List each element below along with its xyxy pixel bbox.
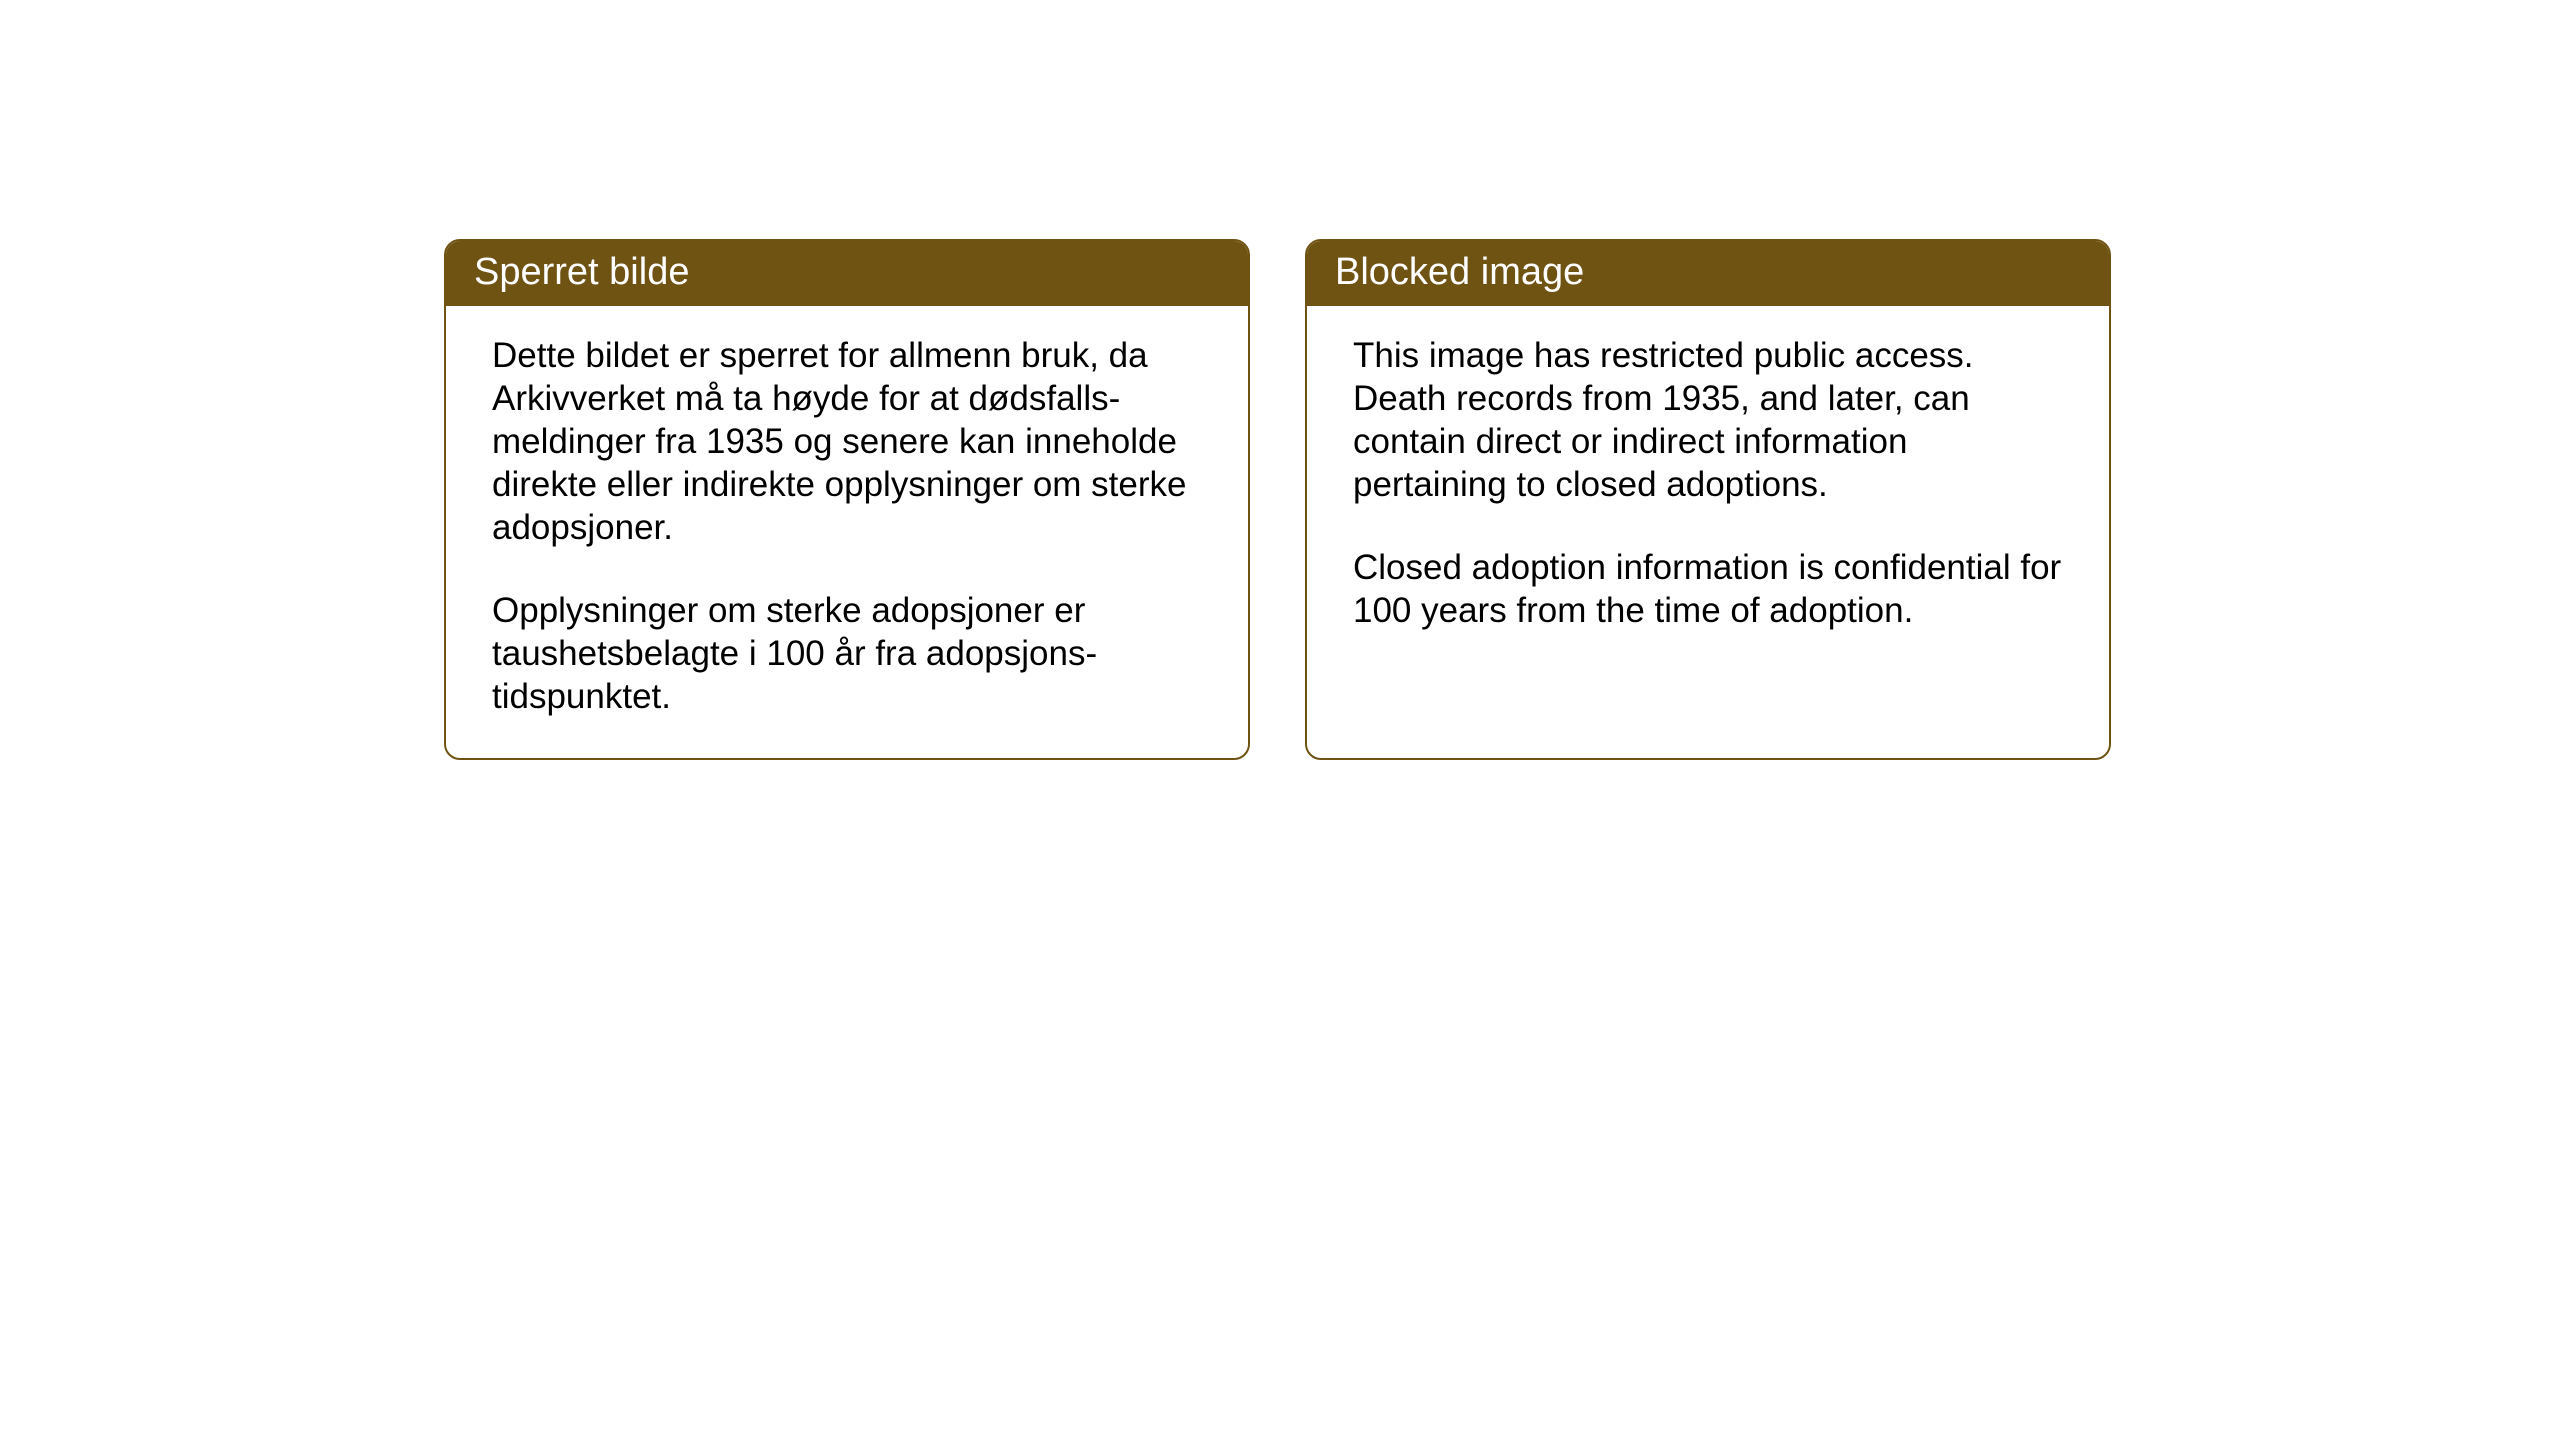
notice-header-english: Blocked image bbox=[1307, 241, 2109, 306]
notice-card-english: Blocked image This image has restricted … bbox=[1305, 239, 2111, 760]
notice-paragraph-1-english: This image has restricted public access.… bbox=[1353, 334, 2067, 506]
notice-container: Sperret bilde Dette bildet er sperret fo… bbox=[444, 239, 2111, 760]
notice-header-norwegian: Sperret bilde bbox=[446, 241, 1248, 306]
notice-paragraph-2-english: Closed adoption information is confident… bbox=[1353, 546, 2067, 632]
notice-paragraph-1-norwegian: Dette bildet er sperret for allmenn bruk… bbox=[492, 334, 1206, 549]
notice-paragraph-2-norwegian: Opplysninger om sterke adopsjoner er tau… bbox=[492, 589, 1206, 718]
notice-body-english: This image has restricted public access.… bbox=[1307, 306, 2109, 758]
notice-body-norwegian: Dette bildet er sperret for allmenn bruk… bbox=[446, 306, 1248, 758]
notice-card-norwegian: Sperret bilde Dette bildet er sperret fo… bbox=[444, 239, 1250, 760]
